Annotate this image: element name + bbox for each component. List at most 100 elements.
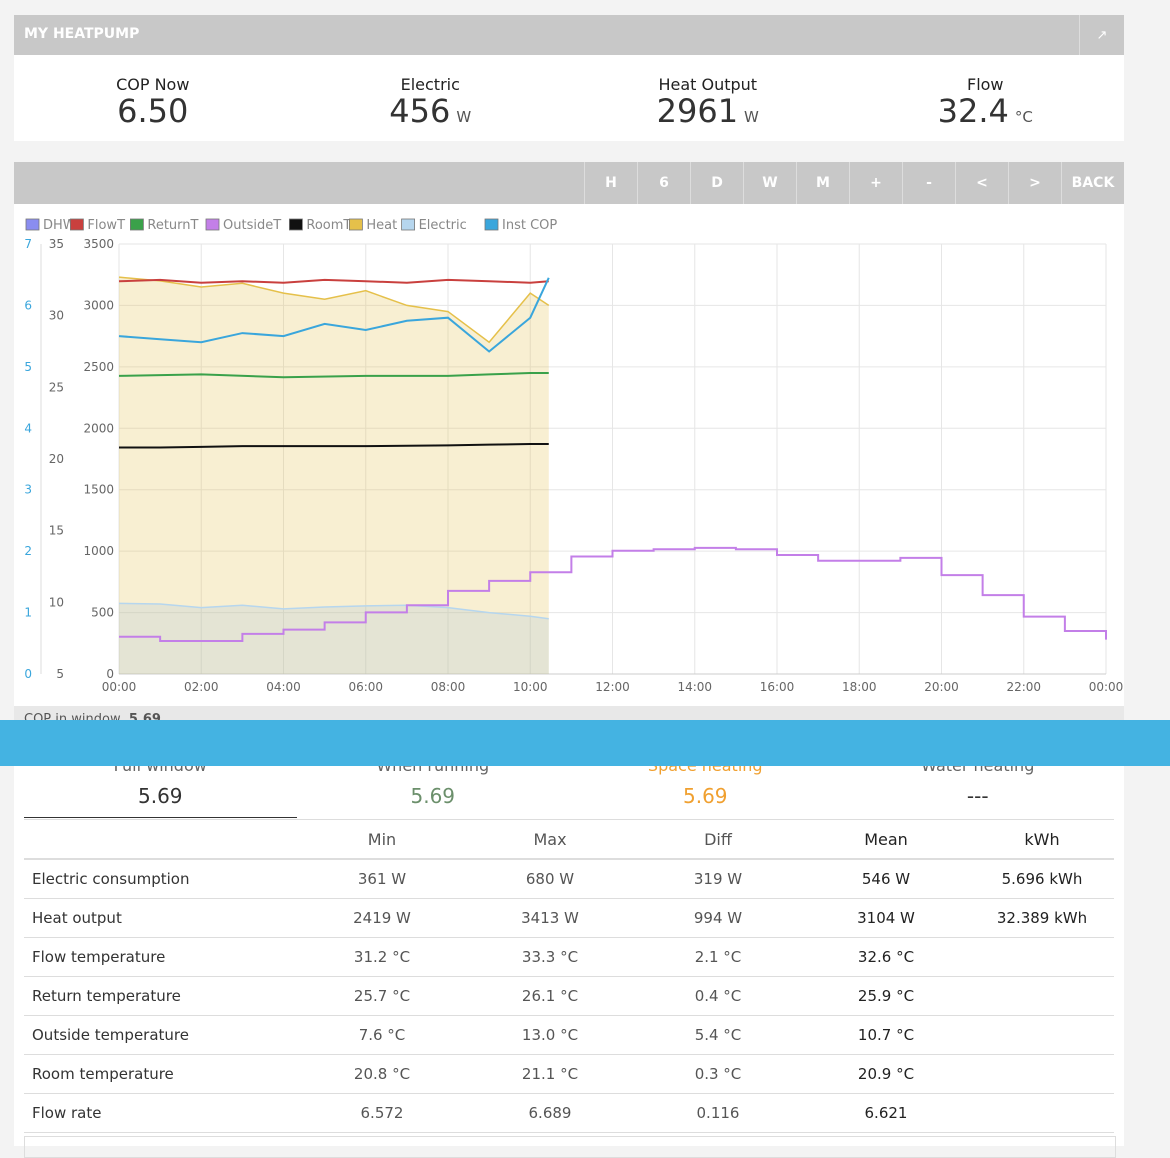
x-tick-label: 10:00	[513, 680, 548, 694]
y-temp-tick-label: 10	[49, 595, 64, 609]
external-link-icon[interactable]: ↗	[1079, 15, 1124, 55]
table-row: Flow temperature 31.2 °C 33.3 °C 2.1 °C 32.6…	[24, 937, 1114, 977]
y-power-tick-label: 3000	[83, 298, 114, 312]
x-tick-label: 14:00	[677, 680, 712, 694]
legend-label-roomt: RoomT	[306, 218, 351, 233]
tab-space-heating[interactable]: Space heating 5.69	[648, 766, 763, 808]
legend-label-outsidet: OutsideT	[223, 218, 281, 233]
table-cell: 25.7 °C	[298, 976, 466, 1016]
row-label: Flow temperature	[24, 937, 298, 977]
legend-swatch-outsidet	[205, 218, 220, 231]
table-cell: 0.116	[634, 1093, 802, 1133]
x-tick-label: 12:00	[595, 680, 630, 694]
zoom-out-button[interactable]: -	[902, 162, 955, 204]
table-cell: 2.1 °C	[634, 937, 802, 977]
table-cell: 994 W	[634, 898, 802, 938]
legend-swatch-dhw	[25, 218, 40, 231]
x-tick-label: 08:00	[431, 680, 466, 694]
back-button[interactable]: BACK	[1061, 162, 1124, 204]
row-label: Heat output	[24, 898, 298, 938]
legend-label-electric: Electric	[419, 218, 467, 233]
legend-swatch-electric	[401, 218, 416, 231]
zoom-6h-button[interactable]: 6	[637, 162, 690, 204]
table-cell: 5.696 kWh	[970, 859, 1114, 899]
cop-window-label: COP in window	[24, 712, 121, 720]
y-power-tick-label: 0	[106, 667, 114, 681]
series-electric-area	[119, 603, 549, 674]
heatpump-chart[interactable]: DHW FlowT ReturnT OutsideT RoomT Heat Electric…	[14, 204, 1124, 706]
table-cell: 680 W	[466, 859, 634, 899]
table-header-row: Min Max Diff Mean kWh	[24, 819, 1114, 860]
table-cell: 0.4 °C	[634, 976, 802, 1016]
zoom-day-button[interactable]: D	[690, 162, 743, 204]
tab-when-running[interactable]: When running 5.69	[376, 766, 489, 808]
row-label: Return temperature	[24, 976, 298, 1016]
cop-window-bar: COP in window 5.69	[14, 706, 1124, 720]
y-power-tick-label: 1500	[83, 483, 114, 497]
table-cell: 0.3 °C	[634, 1054, 802, 1094]
legend-label-flowt: FlowT	[87, 218, 125, 233]
table-cell: 31.2 °C	[298, 937, 466, 977]
series-returnt	[118, 372, 549, 379]
col-kwh-header: kWh	[970, 819, 1114, 860]
app-title: MY HEATPUMP	[24, 26, 140, 42]
cop-window-value: 5.69	[128, 712, 161, 720]
y-temp-tick-label: 35	[49, 237, 64, 251]
table-cell: 2419 W	[298, 898, 466, 938]
zoom-month-button[interactable]: M	[796, 162, 849, 204]
legend-swatch-flowt	[70, 218, 84, 231]
row-label: Outside temperature	[24, 1015, 298, 1055]
legend-swatch-heat	[348, 218, 363, 231]
series-heat-line	[118, 276, 550, 344]
y-power-tick-label: 2000	[83, 421, 114, 435]
tab-full-window[interactable]: Full window 5.69	[24, 766, 297, 818]
table-row: Electric consumption 361 W 680 W 319 W 546 W…	[24, 859, 1114, 899]
table-row: Return temperature 25.7 °C 26.1 °C 0.4 °C 25…	[24, 976, 1114, 1016]
zoom-hour-button[interactable]: H	[584, 162, 637, 204]
table-cell: 6.689	[466, 1093, 634, 1133]
y-power-tick-label: 2500	[83, 360, 114, 374]
app-header: MY HEATPUMP ↗	[14, 15, 1124, 55]
table-cell: 3413 W	[466, 898, 634, 938]
table-cell: 5.4 °C	[634, 1015, 802, 1055]
x-tick-label: 18:00	[842, 680, 877, 694]
y-cop-tick-label: 3	[24, 483, 32, 497]
table-cell: 546 W	[802, 859, 970, 899]
x-tick-label: 22:00	[1006, 680, 1041, 694]
row-label: Electric consumption	[24, 859, 298, 899]
y-power-tick-label: 1000	[83, 544, 114, 558]
y-cop-tick-label: 6	[24, 298, 32, 312]
pan-right-button[interactable]: >	[1008, 162, 1061, 204]
table-cell: 25.9 °C	[802, 976, 970, 1016]
y-cop-tick-label: 7	[24, 237, 32, 251]
y-temp-tick-label: 30	[49, 309, 64, 323]
table-cell	[970, 976, 1114, 1016]
y-cop-tick-label: 4	[24, 421, 32, 435]
table-cell: 319 W	[634, 859, 802, 899]
series-inst-cop	[118, 277, 550, 353]
summary-table: Min Max Diff Mean kWh Electric consumpti…	[24, 819, 1114, 1133]
row-label: Flow rate	[24, 1093, 298, 1133]
table-cell: 26.1 °C	[466, 976, 634, 1016]
stats-panel: Full window 5.69 When running 5.69 Space…	[14, 766, 1124, 1158]
table-cell: 361 W	[298, 859, 466, 899]
legend-label-returnt: ReturnT	[147, 218, 198, 233]
table-cell	[970, 1054, 1114, 1094]
x-tick-label: 04:00	[266, 680, 301, 694]
col-diff-header: Diff	[634, 819, 802, 860]
y-cop-tick-label: 0	[24, 667, 32, 681]
y-temp-tick-label: 20	[49, 452, 64, 466]
zoom-in-button[interactable]: +	[849, 162, 902, 204]
tab-water-heating[interactable]: Water heating ---	[921, 766, 1034, 808]
table-cell	[970, 1015, 1114, 1055]
table-cell: 3104 W	[802, 898, 970, 938]
x-tick-label: 00:00	[1089, 680, 1124, 694]
row-label: Room temperature	[24, 1054, 298, 1094]
chart-controls: H 6 D W M + - < > BACK	[14, 162, 1124, 204]
legend-swatch-returnt	[130, 218, 144, 231]
y-temp-tick-label: 5	[56, 667, 64, 681]
pan-left-button[interactable]: <	[955, 162, 1008, 204]
table-row: Heat output 2419 W 3413 W 994 W 3104 W 32.389…	[24, 898, 1114, 938]
zoom-week-button[interactable]: W	[743, 162, 796, 204]
table-cell: 33.3 °C	[466, 937, 634, 977]
